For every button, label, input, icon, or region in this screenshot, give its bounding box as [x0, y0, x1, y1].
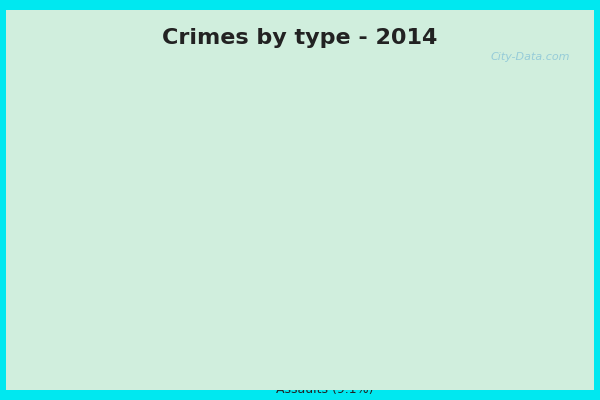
Text: Thefts (45.5%): Thefts (45.5%): [390, 197, 520, 210]
Wedge shape: [300, 74, 436, 340]
Text: Burglaries (27.3%): Burglaries (27.3%): [54, 242, 217, 254]
Text: City-Data.com: City-Data.com: [491, 52, 570, 62]
Wedge shape: [176, 74, 300, 210]
Text: Crimes by type - 2014: Crimes by type - 2014: [163, 28, 437, 48]
Text: Assaults (9.1%): Assaults (9.1%): [276, 301, 373, 396]
Wedge shape: [164, 154, 300, 340]
Wedge shape: [262, 210, 338, 346]
Text: Robberies (18.2%): Robberies (18.2%): [181, 30, 296, 133]
